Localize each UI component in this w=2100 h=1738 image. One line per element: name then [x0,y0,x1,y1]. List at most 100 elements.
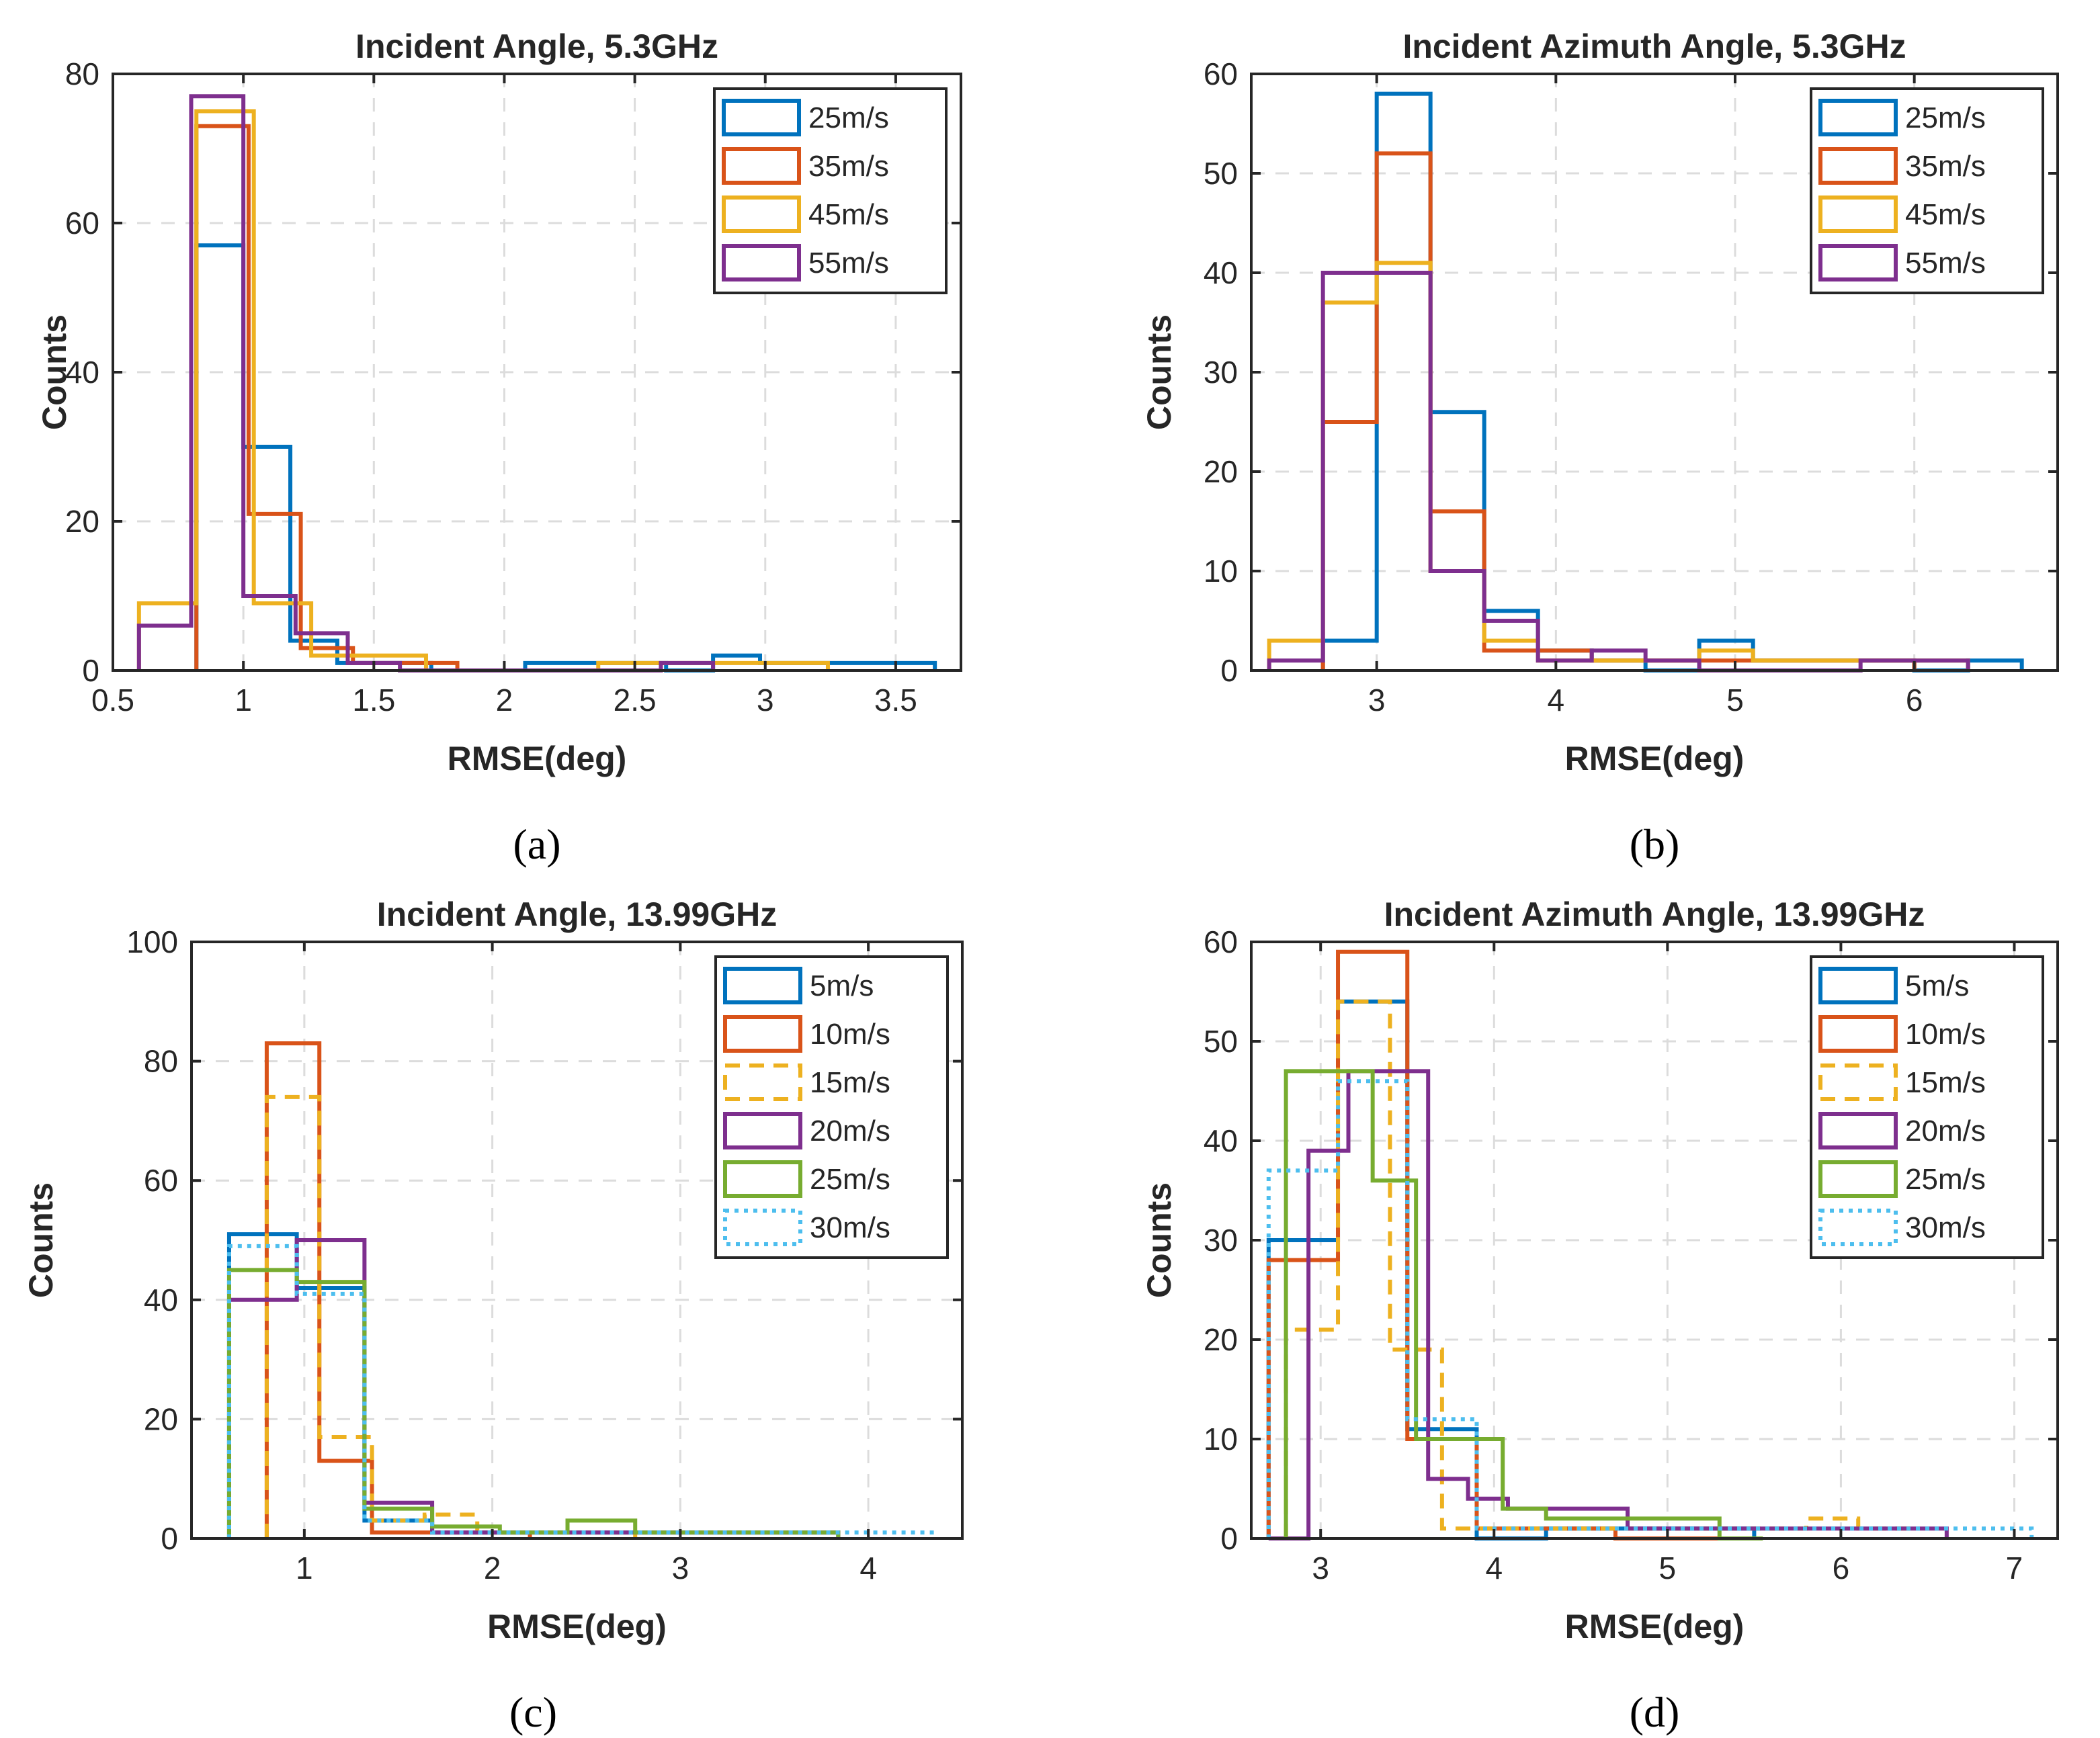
legend-item: 25m/s [723,1160,890,1198]
legend-swatch [723,1112,802,1149]
legend: 25m/s 35m/s 45m/s 55m/s [713,87,948,294]
legend-item: 10m/s [723,1015,890,1053]
panel-caption: (b) [1630,820,1680,868]
legend-item: 30m/s [723,1209,890,1246]
legend: 5m/s 10m/s 15m/s 20m/s 25m/s 30m/s [714,955,949,1259]
legend-item: 5m/s [723,967,874,1004]
y-axis-label: Counts [36,314,73,430]
legend-swatch [1818,1015,1898,1053]
legend-swatch [1818,1160,1898,1198]
legend-item: 5m/s [1818,967,1969,1004]
legend-swatch [1818,147,1898,185]
legend-swatch [1818,1063,1898,1101]
series-30m/s-outline [1266,1079,2034,1538]
legend-label: 45m/s [808,198,889,231]
legend-item: 25m/s [1818,99,1986,136]
chart-title: Incident Angle, 5.3GHz [355,28,718,65]
y-tick-label: 0 [161,1521,178,1556]
x-tick-label: 4 [1548,683,1565,718]
x-tick-label: 2.5 [614,683,657,718]
legend-swatch [1818,244,1898,281]
y-tick-label: 30 [1204,1223,1238,1258]
y-tick-label: 80 [144,1044,178,1079]
chart-panel-1: 0.5 1 1.5 2 2.5 3 3.5 0 20 40 60 80 Incident Angle, … [36,28,962,868]
legend-swatch [1818,99,1898,136]
y-axis-label: Counts [1140,314,1178,430]
legend-item: 20m/s [723,1112,890,1149]
legend-box [1810,87,2044,294]
legend-item: 25m/s [722,99,889,136]
legend-item: 20m/s [1818,1112,1986,1149]
series-35m/s-outline [194,124,460,670]
x-tick-label: 6 [1906,683,1923,718]
legend-swatch [723,967,802,1004]
legend-box [713,87,948,294]
x-tick-label: 3 [757,683,774,718]
series-55m/s-outline [1267,271,1970,672]
legend: 5m/s 10m/s 15m/s 20m/s 25m/s 30m/s [1810,955,2044,1259]
x-tick-label: 5 [1659,1551,1677,1585]
legend-label: 45m/s [1905,198,1986,231]
legend-swatch [723,1015,802,1053]
legend-item: 10m/s [1818,1015,1986,1053]
x-axis-label: RMSE(deg) [1565,1608,1745,1645]
legend-label: 5m/s [1905,969,1969,1002]
chart-title: Incident Angle, 13.99GHz [377,896,778,933]
legend-label: 30m/s [1905,1211,1986,1244]
y-tick-label: 50 [1204,1024,1238,1059]
x-tick-label: 1.5 [352,683,395,718]
y-tick-label: 40 [65,355,99,390]
y-tick-label: 20 [1204,454,1238,489]
x-tick-label: 7 [2006,1551,2023,1585]
y-tick-label: 40 [1204,1123,1238,1158]
legend-label: 10m/s [1905,1018,1986,1051]
series-group [226,1041,937,1538]
x-tick-label: 1 [235,683,252,718]
legend-swatch [723,1160,802,1198]
legend-swatch [1818,967,1898,1004]
x-axis-label: RMSE(deg) [448,740,627,777]
x-tick-label: 1 [296,1551,313,1585]
legend-item: 30m/s [1818,1209,1986,1246]
y-tick-label: 60 [144,1163,178,1198]
x-tick-label: 0.5 [91,683,134,718]
legend-box [1810,955,2044,1259]
x-axis-label: RMSE(deg) [487,1608,667,1645]
legend-item: 55m/s [1818,244,1986,281]
x-tick-label: 2 [484,1551,501,1585]
y-tick-label: 10 [1204,1422,1238,1457]
legend-item: 35m/s [1818,147,1986,185]
legend: 25m/s 35m/s 45m/s 55m/s [1810,87,2044,294]
x-tick-label: 3 [672,1551,689,1585]
legend-item: 45m/s [1818,195,1986,233]
x-axis-label: RMSE(deg) [1565,740,1745,777]
series-25m/s-outline [1284,1069,1763,1540]
y-tick-label: 0 [1220,653,1238,688]
axes-box [190,941,964,1540]
legend-label: 55m/s [1905,247,1986,279]
ticks: 3 4 5 6 7 0 10 20 30 40 50 60 [1204,924,2058,1585]
legend-swatch [1818,195,1898,233]
panel-caption: (d) [1630,1688,1680,1736]
y-tick-label: 20 [1204,1322,1238,1357]
y-tick-label: 60 [1204,924,1238,959]
legend-label: 25m/s [808,101,889,134]
legend-swatch [723,1063,802,1101]
y-tick-label: 20 [65,504,99,539]
legend-label: 20m/s [1905,1115,1986,1147]
chart-title: Incident Azimuth Angle, 13.99GHz [1384,896,1925,933]
x-tick-label: 2 [496,683,513,718]
x-tick-label: 5 [1726,683,1744,718]
legend-label: 35m/s [808,150,889,183]
x-tick-label: 4 [859,1551,877,1585]
legend-item: 45m/s [722,195,889,233]
legend-item: 15m/s [1818,1063,1986,1101]
chart-title: Incident Azimuth Angle, 5.3GHz [1402,28,1906,65]
panel-caption: (a) [513,820,560,868]
legend-label: 25m/s [1905,101,1986,134]
legend-label: 5m/s [810,969,874,1002]
legend-item: 25m/s [1818,1160,1986,1198]
legend-swatch [723,1209,802,1246]
